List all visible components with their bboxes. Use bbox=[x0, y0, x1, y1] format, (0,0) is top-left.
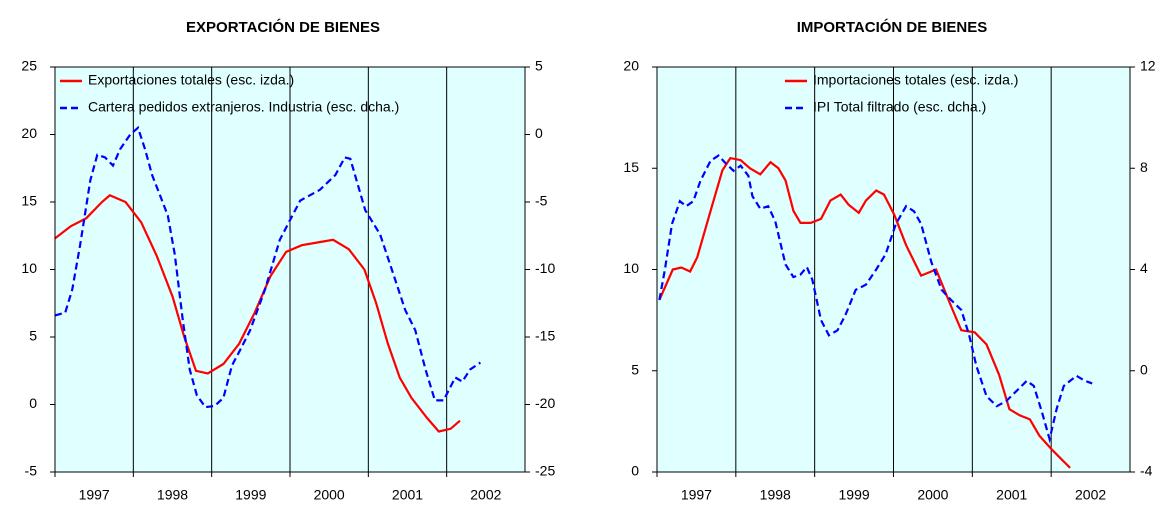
data-line bbox=[658, 154, 1093, 444]
y-tick-label: 5 bbox=[631, 361, 639, 377]
y-tick-label: 20 bbox=[21, 125, 37, 141]
y2-tick-label: 5 bbox=[535, 58, 543, 74]
y-tick-label: 0 bbox=[631, 463, 639, 479]
data-line bbox=[54, 125, 482, 409]
y2-tick-label: 0 bbox=[1140, 361, 1148, 377]
y-tick-label: -5 bbox=[25, 463, 38, 479]
chart-title: EXPORTACIÓN DE BIENES bbox=[186, 18, 380, 36]
x-tick-label: 2002 bbox=[1075, 487, 1106, 503]
x-tick-label: 1997 bbox=[681, 487, 712, 503]
y2-tick-label: 8 bbox=[1140, 159, 1148, 175]
y2-tick-label: 4 bbox=[1140, 260, 1148, 276]
y2-tick-label: -20 bbox=[535, 395, 555, 411]
y-tick-label: 20 bbox=[623, 58, 639, 74]
plot-border bbox=[54, 66, 526, 473]
x-tick-label: 2000 bbox=[314, 487, 345, 503]
y-tick-label: 10 bbox=[21, 260, 37, 276]
y2-tick-label: 0 bbox=[535, 125, 543, 141]
x-tick-label: 1998 bbox=[760, 487, 791, 503]
legend-label: Cartera pedidos extranjeros. Industria (… bbox=[88, 99, 399, 115]
y2-tick-label: -25 bbox=[535, 463, 555, 479]
y2-tick-label: -5 bbox=[535, 193, 548, 209]
y2-tick-label: -10 bbox=[535, 260, 555, 276]
x-tick-label: 2002 bbox=[470, 487, 501, 503]
y-tick-label: 0 bbox=[29, 395, 37, 411]
x-tick-label: 1999 bbox=[235, 487, 266, 503]
y-tick-label: 25 bbox=[21, 58, 37, 74]
chart-title: IMPORTACIÓN DE BIENES bbox=[797, 18, 988, 36]
y-tick-label: 15 bbox=[21, 193, 37, 209]
x-tick-label: 1998 bbox=[157, 487, 188, 503]
x-tick-label: 2000 bbox=[917, 487, 948, 503]
legend-label: Importaciones totales (esc. izda.) bbox=[813, 72, 1018, 88]
y-tick-label: 10 bbox=[623, 260, 639, 276]
y-tick-label: 5 bbox=[29, 328, 37, 344]
legend-label: IPI Total filtrado (esc. dcha.) bbox=[813, 99, 986, 115]
y-tick-label: 15 bbox=[623, 159, 639, 175]
plot-border bbox=[656, 66, 1131, 473]
x-tick-label: 1999 bbox=[839, 487, 870, 503]
y2-tick-label: 12 bbox=[1140, 58, 1156, 74]
x-tick-label: 1997 bbox=[79, 487, 110, 503]
x-tick-label: 2001 bbox=[996, 487, 1027, 503]
data-line bbox=[54, 194, 461, 433]
legend-label: Exportaciones totales (esc. izda.) bbox=[88, 72, 294, 88]
y2-tick-label: -4 bbox=[1140, 463, 1153, 479]
y2-tick-label: -15 bbox=[535, 328, 555, 344]
x-tick-label: 2001 bbox=[392, 487, 423, 503]
